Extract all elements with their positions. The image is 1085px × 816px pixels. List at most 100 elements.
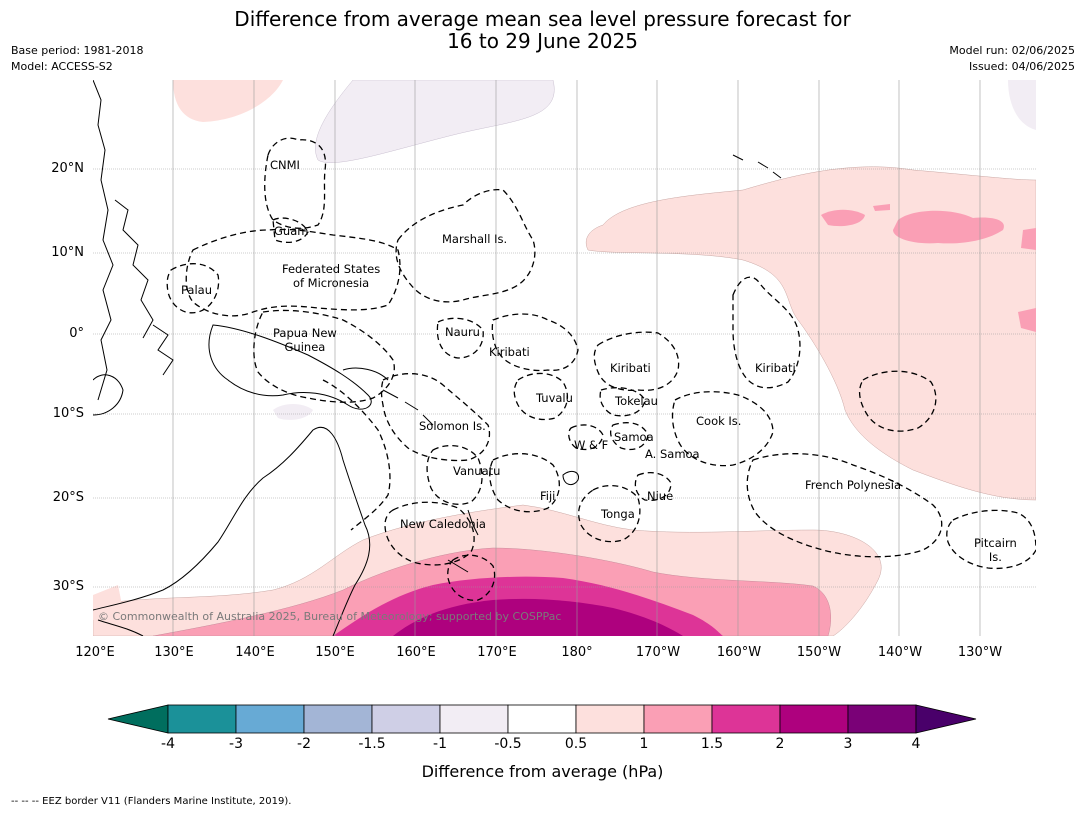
lon-label-160e: 160°E	[396, 645, 436, 660]
anomaly-positive-1-15-east-b	[873, 204, 890, 211]
eez-new-caledonia	[384, 501, 475, 566]
coast-new-britain	[342, 367, 389, 381]
label-marshall-is: Marshall Is.	[442, 232, 508, 246]
anomaly-positive-1-15-east-d	[1021, 228, 1036, 250]
colorbar-tick-label: 3	[843, 736, 853, 752]
eez-cnmi	[264, 137, 327, 229]
colorbar-tick-label: -1	[433, 736, 447, 752]
label-fsm-line1: Federated States	[282, 262, 381, 276]
eez-marshall	[395, 189, 536, 303]
label-french-polynesia: French Polynesia	[805, 478, 902, 492]
colorbar-tick-label: 1.5	[700, 736, 724, 752]
colorbar-segment	[235, 704, 305, 734]
base-period: Base period: 1981-2018	[11, 44, 144, 57]
colorbar-tick-label: -2	[297, 736, 311, 752]
colorbar	[107, 704, 977, 734]
anomaly-negative-05-png	[273, 404, 313, 420]
lat-label-30s: 30°S	[52, 579, 84, 594]
eez-fp-north	[858, 370, 937, 432]
colorbar-tick-label: 2	[775, 736, 785, 752]
anomaly-positive-1-15-east-c	[893, 210, 1004, 244]
colorbar-segment	[711, 704, 781, 734]
coastlines	[93, 80, 782, 636]
lon-label-130e: 130°E	[154, 645, 194, 660]
label-cook-is: Cook Is.	[696, 414, 742, 428]
colorbar-segment	[847, 704, 917, 734]
label-wallis-futuna: W & F	[574, 438, 609, 452]
lon-label-150e: 150°E	[315, 645, 355, 660]
lon-label-170e: 170°E	[477, 645, 517, 660]
eez-png	[253, 309, 395, 403]
map-panel	[93, 80, 1036, 636]
anomaly-negative-05-north	[315, 80, 555, 163]
anomaly-positive-1-15-east-a	[821, 209, 865, 227]
eez-niue	[634, 472, 672, 502]
lon-label-160w: 160°W	[716, 645, 762, 660]
model-run: Model run: 02/06/2025	[949, 44, 1075, 57]
eez-guam	[272, 217, 309, 243]
eez-nauru	[436, 317, 484, 359]
eez-tonga	[578, 484, 641, 543]
coast-nz	[97, 619, 144, 636]
colorbar-extend-low	[107, 704, 169, 734]
label-png-line2: Guinea	[284, 340, 326, 354]
eez-tuvalu	[513, 372, 569, 421]
label-new-caledonia: New Caledonia	[400, 517, 486, 531]
label-pitcairn-line2: Is.	[988, 550, 1002, 564]
coast-new-guinea	[208, 324, 372, 410]
header-right-meta: Model run: 02/06/2025 Issued: 04/06/2025	[949, 43, 1075, 75]
lon-label-130w: 130°W	[957, 645, 1003, 660]
colorbar-tick-label: -0.5	[494, 736, 522, 752]
coast-asia-west	[93, 80, 114, 401]
label-fiji: Fiji	[540, 489, 556, 503]
lat-label-20s: 20°S	[52, 490, 84, 505]
eez-borders	[166, 137, 1036, 601]
colorbar-segment	[507, 704, 577, 734]
chart-title: Difference from average mean sea level p…	[0, 8, 1085, 52]
eez-samoa	[610, 422, 649, 451]
colorbar-tick-label: -3	[229, 736, 243, 752]
coast-australia	[93, 427, 371, 636]
colorbar-segment	[575, 704, 645, 734]
lat-label-10n: 10°N	[51, 245, 84, 260]
label-nauru: Nauru	[445, 325, 480, 339]
anomaly-positive-2-3-south	[393, 598, 683, 636]
colorbar-title: Difference from average (hPa)	[421, 762, 664, 781]
label-kiribati-central: Kiribati	[610, 361, 651, 375]
label-fsm: Federated States of Micronesia	[282, 262, 380, 290]
title-line-2: 16 to 29 June 2025	[447, 29, 638, 53]
colorbar-tick-label: 0.5	[564, 736, 588, 752]
label-png-line1: Papua New	[273, 326, 337, 340]
eez-australia-coral	[322, 379, 391, 531]
label-cnmi: CNMI	[270, 158, 300, 172]
eez-french-polynesia	[746, 453, 943, 558]
anomaly-positive-05-1-east	[585, 166, 1036, 501]
lon-label-120e: 120°E	[75, 645, 115, 660]
eez-wf	[568, 424, 604, 451]
label-kiribati-east: Kiribati	[755, 361, 796, 375]
lon-label-180: 180°	[561, 645, 593, 660]
eez-fiji	[489, 453, 560, 513]
eez-pitcairn	[946, 509, 1036, 570]
coast-philippines	[114, 199, 154, 339]
colorbar-tick-label: -1.5	[358, 736, 386, 752]
eez-kiribati-east	[732, 276, 801, 389]
eez-kiribati-central	[593, 331, 680, 391]
label-tokelau: Tokelau	[615, 394, 658, 408]
issued-date: Issued: 04/06/2025	[968, 60, 1075, 73]
lon-label-150w: 150°W	[796, 645, 842, 660]
label-samoa: Samoa	[614, 430, 654, 444]
eez-vanuatu	[426, 444, 483, 505]
anomaly-positive-05-1-west-edge	[93, 585, 123, 620]
lat-label-10s: 10°S	[52, 406, 84, 421]
lat-label-0: 0°	[69, 326, 84, 341]
eez-fsm	[185, 228, 401, 317]
anomaly-negative-05-northeast	[1008, 80, 1036, 130]
colorbar-segment	[439, 704, 509, 734]
header-left-meta: Base period: 1981-2018 Model: ACCESS-S2	[11, 43, 143, 75]
eez-solomon	[380, 373, 491, 462]
coast-hawaii	[732, 154, 782, 179]
eez-footnote: -- -- -- EEZ border V11 (Flanders Marine…	[11, 796, 292, 807]
coast-sulawesi	[152, 324, 174, 376]
colorbar-extend-high	[915, 704, 977, 734]
